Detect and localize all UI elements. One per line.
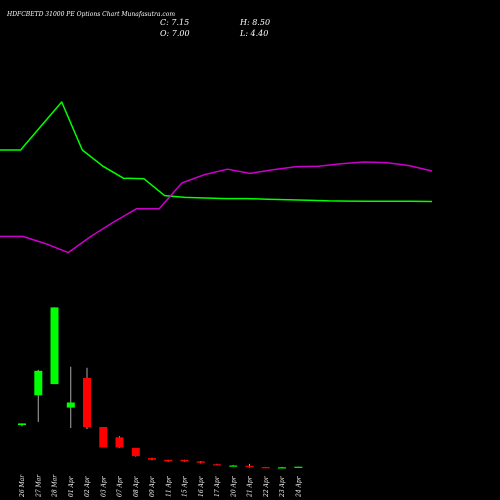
- x-tick-label: 23 Apr: [279, 475, 286, 498]
- candle-body: [164, 459, 173, 462]
- x-tick-label: 01 Apr: [68, 475, 75, 497]
- indicator-lines: [0, 101, 433, 254]
- x-tick-label: 03 Apr: [100, 475, 107, 497]
- candle-body: [115, 437, 124, 448]
- candle-body: [229, 465, 238, 467]
- x-tick-label: 09 Apr: [149, 475, 156, 497]
- candle-body: [18, 423, 26, 425]
- low-value: L: 4.40: [239, 29, 268, 38]
- x-tick-label: 22 Apr: [263, 475, 270, 498]
- candle-body: [148, 458, 156, 460]
- candle-body: [213, 464, 221, 466]
- candle-body: [66, 402, 75, 408]
- candle-body: [278, 467, 286, 469]
- candle-body: [99, 427, 108, 448]
- high-value: H: 8.50: [239, 18, 270, 27]
- x-tick-label: 02 Apr: [84, 475, 91, 497]
- x-tick-label: 28 Mar: [52, 474, 59, 498]
- indicator-line-1: [0, 101, 433, 203]
- x-tick-label: 07 Apr: [117, 475, 124, 497]
- x-tick-label: 08 Apr: [133, 475, 140, 497]
- x-tick-label: 26 Mar: [19, 474, 26, 498]
- x-tick-label: 15 Apr: [182, 475, 189, 497]
- indicator-line-2: [0, 161, 433, 254]
- candle-body: [180, 459, 189, 462]
- x-tick-label: 21 Apr: [247, 475, 254, 498]
- candle-body: [50, 307, 59, 385]
- candlesticks: [18, 307, 303, 469]
- x-axis-labels: 26 Mar 27 Mar 28 Mar 01 Apr 02 Apr 03 Apr 07 A…: [19, 474, 302, 498]
- x-tick-label: 24 Apr: [295, 475, 302, 498]
- x-tick-label: 27 Mar: [35, 474, 42, 498]
- open-value: O: 7.00: [160, 29, 190, 38]
- x-tick-label: 17 Apr: [214, 475, 221, 497]
- candle-body: [131, 447, 140, 457]
- x-tick-label: 20 Apr: [230, 475, 237, 498]
- x-tick-label: 11 Apr: [165, 475, 172, 497]
- candle-body: [196, 461, 205, 463]
- candle-body: [83, 378, 91, 428]
- x-tick-label: 16 Apr: [198, 475, 205, 497]
- candle-body: [294, 466, 303, 468]
- candle-body: [34, 370, 43, 396]
- close-value: C: 7.15: [160, 18, 189, 27]
- candle-body: [245, 465, 254, 467]
- candle-body: [261, 467, 270, 469]
- chart-title: HDFCBETD 31000 PE Options Chart Munafasu…: [6, 11, 175, 18]
